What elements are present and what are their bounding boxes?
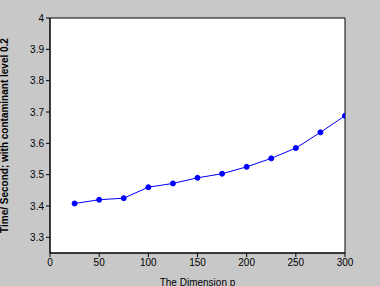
svg-text:250: 250: [287, 257, 304, 268]
svg-text:3.6: 3.6: [30, 138, 44, 149]
svg-text:300: 300: [337, 257, 354, 268]
svg-text:The Dimension p: The Dimension p: [160, 277, 236, 286]
svg-text:200: 200: [238, 257, 255, 268]
svg-text:3.8: 3.8: [30, 75, 44, 86]
svg-text:3.3: 3.3: [30, 232, 44, 243]
svg-text:4: 4: [38, 13, 44, 24]
svg-text:3.7: 3.7: [30, 107, 44, 118]
svg-text:50: 50: [94, 257, 106, 268]
svg-text:Time/ Second; with contaminant: Time/ Second; with contaminant level 0.2: [8, 38, 10, 233]
svg-text:3.4: 3.4: [30, 201, 44, 212]
svg-text:150: 150: [189, 257, 206, 268]
svg-text:3.9: 3.9: [30, 44, 44, 55]
svg-text:100: 100: [140, 257, 157, 268]
svg-text:0: 0: [47, 257, 53, 268]
svg-text:3.5: 3.5: [30, 169, 44, 180]
